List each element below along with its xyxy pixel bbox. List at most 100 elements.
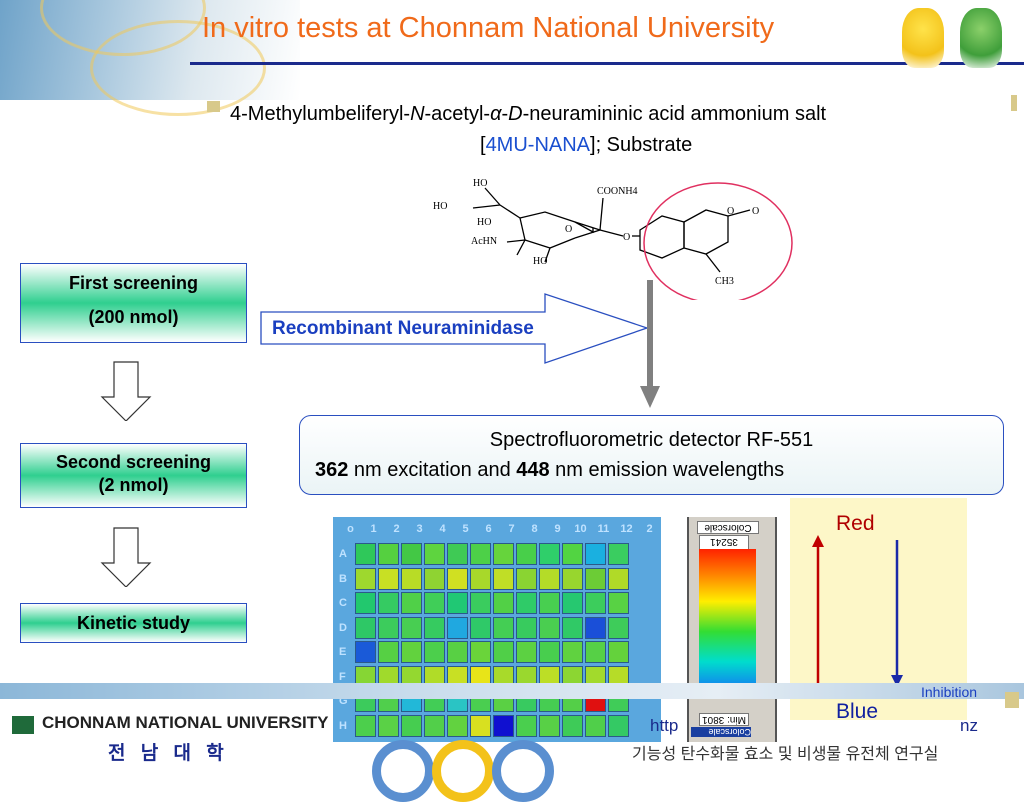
plate-column-label: 4 [439,523,446,535]
substrate-text-a: 4-Methylumbeliferyl- [230,103,411,125]
plate-well [516,592,537,614]
footer-url-end[interactable]: nz [960,716,978,735]
plate-well [355,567,376,590]
colorscale-gradient [699,549,756,699]
plate-well [424,641,445,663]
plate-well [562,641,583,663]
footer-url[interactable]: http [650,716,679,735]
label-o-ring: O [565,224,572,235]
substrate-abbrev: 4MU-NANA [485,134,591,156]
plate-row-label: A [339,548,347,560]
plate-well [562,567,583,590]
plate-well [608,592,629,614]
plate-well [378,641,399,663]
plate-column-label: 2 [393,523,400,535]
plate-column-label: 8 [531,523,538,535]
footer-logo-circle-2 [432,740,494,802]
plate-well [355,543,376,565]
plate-well [470,616,491,639]
footer-logo-circle-1 [372,740,434,802]
plate-well [401,543,422,565]
label-o-link: O [623,232,630,243]
second-screening-label: Second screening [55,452,212,472]
plate-well [378,592,399,614]
plate-well [401,714,422,737]
kinetic-study-box: Kinetic study [20,603,247,643]
emission-value: 448 [516,459,550,481]
plate-well [585,714,606,737]
substrate-role: ]; Substrate [590,134,693,156]
colorscale-footer: Colorscale [691,727,751,737]
detector-wavelengths: 362 nm excitation and 448 nm emission wa… [315,459,784,482]
substrate-name: 4-Methylumbeliferyl-N-acetyl-α-D-neurami… [230,103,826,126]
plate-well [401,567,422,590]
plate-column-label: 3 [416,523,423,535]
plate-well [355,714,376,737]
down-arrow-icon [891,675,903,687]
plate-well [401,616,422,639]
label-ho-2: HO [433,201,447,212]
plate-well [447,616,468,639]
substrate-text-c: -neuramininic acid ammonium salt [522,103,827,125]
label-achn: AcHN [471,236,497,247]
colorscale-title: Colorscale [697,521,759,534]
plate-well [608,616,629,639]
legend-blue-label: Blue [836,700,879,723]
plate-well [424,616,445,639]
down-arrow-1 [100,361,152,421]
detector-box: Spectrofluorometric detector RF-551 362 … [299,415,1004,495]
up-arrow-icon [812,535,824,547]
substrate-text-d: D [508,103,523,125]
plate-well [493,616,514,639]
chemical-structure: HO HO HO AcHN HO COONH4 O O O O CH3 [433,178,793,300]
plate-column-label: 10 [574,523,587,535]
excitation-value: 362 [315,459,349,481]
plate-well [493,714,514,737]
plate-well [516,543,537,565]
plate-well [539,641,560,663]
second-screening-amount: (2 nmol) [98,475,169,495]
label-coonh4: COONH4 [597,186,638,197]
plate-well [470,543,491,565]
plate-well [493,592,514,614]
plate-well [470,641,491,663]
plate-well [378,714,399,737]
plate-well [585,641,606,663]
footer-band [0,683,1024,699]
footer-lab-name: 기능성 탄수화물 효소 및 비생물 유전체 연구실 [632,746,939,763]
legend-arrows [812,535,903,687]
legend-red-label: Red [836,512,875,535]
plate-well [447,641,468,663]
plate-well [378,567,399,590]
plate-well [470,714,491,737]
plate-well [355,592,376,614]
well-plate-heatmap: o 1 2 3 4 5 6 7 8 9 10 11 12 2 A B C D E F G H [333,517,661,742]
plate-well [470,592,491,614]
plate-well [378,616,399,639]
plate-well [493,543,514,565]
detector-title: Spectrofluorometric detector RF-551 [489,429,814,451]
bracket-open: [ [480,134,486,156]
label-ho-4: HO [533,256,547,267]
label-o-coumarin: O [727,206,734,217]
footer-tab-marker [1005,692,1019,708]
plate-well [516,616,537,639]
plate-well [562,616,583,639]
plate-well [539,714,560,737]
plate-well [562,592,583,614]
substrate-abbrev-line: [4MU-NANA]; Substrate [480,134,692,157]
neuraminidase-label: Recombinant Neuraminidase [272,318,534,339]
header-divider [190,62,1024,65]
plate-well [539,616,560,639]
plate-row-label: H [339,719,347,732]
plate-well [539,567,560,590]
plate-row-label: B [339,572,347,585]
plate-well [424,714,445,737]
plate-well [585,543,606,565]
plate-column-label: o [347,523,354,535]
plate-well [516,641,537,663]
neuraminidase-arrow [260,293,650,364]
dna-strand-2 [90,20,266,116]
plate-row-label: E [339,646,347,658]
label-o-carbonyl: O [752,206,759,217]
